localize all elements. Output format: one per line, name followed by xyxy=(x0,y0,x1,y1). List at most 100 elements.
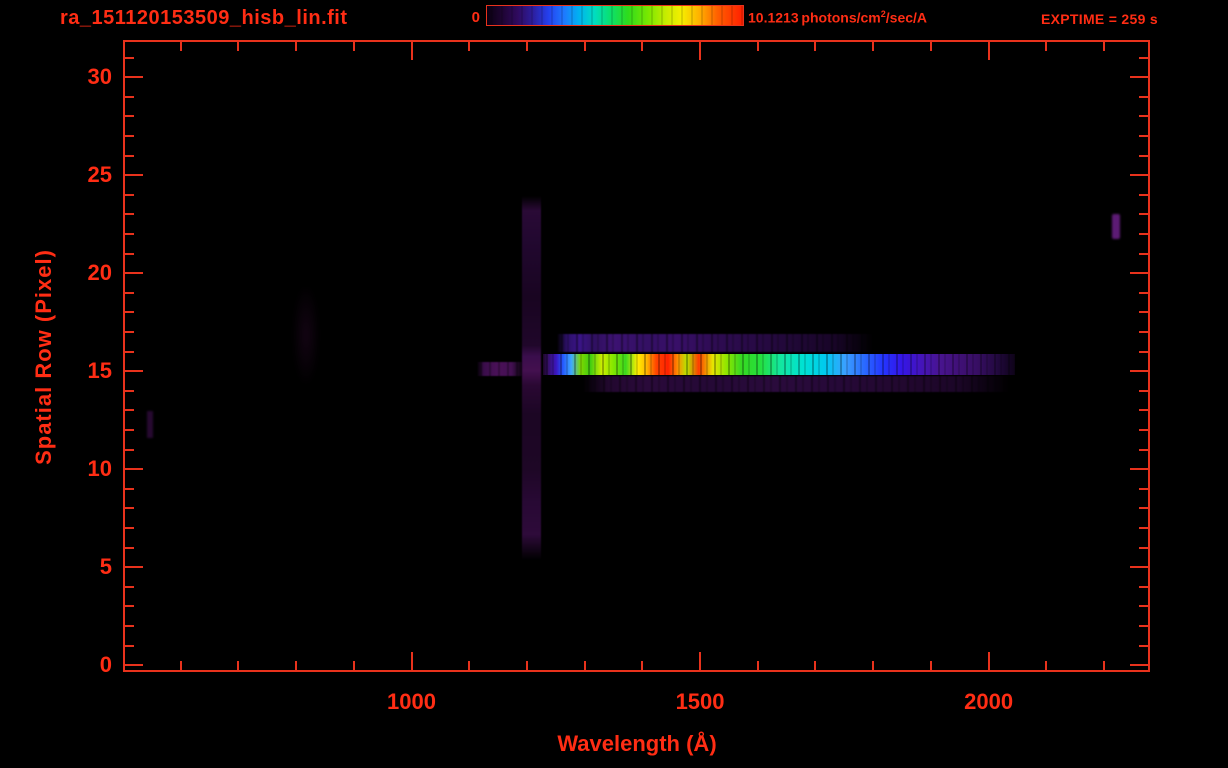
x-minor-tick-top xyxy=(929,42,932,51)
x-minor-tick-top xyxy=(756,42,759,51)
x-minor-tick-bottom xyxy=(583,661,586,670)
y-minor-tick-right xyxy=(1139,291,1148,294)
y-minor-tick-left xyxy=(125,291,134,294)
y-tick-label: 15 xyxy=(87,358,112,384)
y-minor-tick-left xyxy=(125,507,134,510)
y-minor-tick-right xyxy=(1139,331,1148,333)
x-minor-tick-top xyxy=(814,42,817,51)
y-major-tick-left xyxy=(125,174,143,177)
x-minor-tick-bottom xyxy=(1045,661,1048,670)
y-minor-tick-right xyxy=(1139,409,1148,412)
y-major-tick-left xyxy=(125,664,143,667)
x-minor-tick-top xyxy=(1103,42,1106,51)
x-minor-tick-bottom xyxy=(295,661,298,670)
x-major-tick-bottom xyxy=(987,652,990,670)
colorbar-max-value: 10.1213 xyxy=(748,9,799,26)
y-minor-tick-right xyxy=(1139,56,1148,59)
x-minor-tick-bottom xyxy=(352,661,355,670)
y-major-tick-right xyxy=(1130,664,1148,667)
x-minor-tick-bottom xyxy=(237,661,240,670)
y-minor-tick-left xyxy=(125,546,134,549)
colorbar-unit-exponent: 2 xyxy=(880,9,886,19)
y-minor-tick-left xyxy=(125,154,134,157)
y-minor-tick-left xyxy=(125,487,134,490)
y-minor-tick-left xyxy=(125,252,134,255)
y-major-tick-right xyxy=(1130,566,1148,569)
x-minor-tick-bottom xyxy=(872,661,875,670)
y-minor-tick-right xyxy=(1139,625,1148,627)
x-minor-tick-top xyxy=(352,42,355,51)
y-minor-tick-left xyxy=(125,585,134,588)
x-minor-tick-top xyxy=(525,42,528,51)
x-minor-tick-bottom xyxy=(1103,661,1106,670)
x-minor-tick-top xyxy=(872,42,875,51)
y-minor-tick-right xyxy=(1139,448,1148,451)
y-minor-tick-right xyxy=(1139,389,1148,392)
y-minor-tick-right xyxy=(1139,605,1148,608)
y-minor-tick-left xyxy=(125,409,134,412)
y-minor-tick-left xyxy=(125,311,134,314)
x-minor-tick-top xyxy=(1045,42,1048,51)
y-major-tick-right xyxy=(1130,76,1148,79)
x-minor-tick-bottom xyxy=(468,661,471,670)
y-major-tick-left xyxy=(125,566,143,569)
y-minor-tick-left xyxy=(125,95,134,98)
x-minor-tick-bottom xyxy=(814,661,817,670)
x-minor-tick-top xyxy=(468,42,471,51)
x-minor-tick-top xyxy=(179,42,182,51)
colorbar-min-label: 0 xyxy=(471,9,480,26)
y-minor-tick-right xyxy=(1139,95,1148,98)
x-tick-label: 2000 xyxy=(964,689,1014,714)
y-minor-tick-left xyxy=(125,527,134,529)
x-major-tick-top xyxy=(987,42,990,60)
y-minor-tick-left xyxy=(125,644,134,647)
y-minor-tick-right xyxy=(1139,585,1148,588)
colorbar-rainbow-gradient xyxy=(486,5,744,26)
lyman-alpha-airglow-column xyxy=(522,196,541,560)
colorbar-unit-suffix: /sec/A xyxy=(885,9,928,26)
primary-spectrum-trace xyxy=(543,354,1015,375)
y-minor-tick-left xyxy=(125,448,134,451)
y-minor-tick-right xyxy=(1139,429,1148,431)
y-tick-label: 20 xyxy=(87,260,112,286)
x-major-tick-top xyxy=(410,42,413,60)
y-minor-tick-right xyxy=(1139,507,1148,510)
x-minor-tick-bottom xyxy=(179,661,182,670)
x-minor-tick-bottom xyxy=(641,661,644,670)
x-tick-label: 1500 xyxy=(675,689,725,714)
plot-frame xyxy=(123,40,1150,672)
y-major-tick-left xyxy=(125,272,143,275)
y-minor-tick-right xyxy=(1139,311,1148,314)
x-minor-tick-top xyxy=(641,42,644,51)
y-minor-tick-right xyxy=(1139,233,1148,235)
x-minor-tick-top xyxy=(237,42,240,51)
y-minor-tick-right xyxy=(1139,115,1148,118)
y-minor-tick-left xyxy=(125,605,134,608)
x-axis-title: Wavelength (Å) xyxy=(557,731,717,756)
x-major-tick-bottom xyxy=(699,652,702,670)
y-minor-tick-right xyxy=(1139,252,1148,255)
right-edge-blob xyxy=(1112,214,1120,239)
pre-lya-trace-segment xyxy=(477,362,523,376)
x-minor-tick-bottom xyxy=(525,661,528,670)
exposure-time-label: EXPTIME = 259 s xyxy=(1041,11,1158,27)
y-minor-tick-left xyxy=(125,213,134,216)
y-major-tick-left xyxy=(125,76,143,79)
y-minor-tick-left xyxy=(125,389,134,392)
y-minor-tick-right xyxy=(1139,546,1148,549)
y-major-tick-right xyxy=(1130,174,1148,177)
x-minor-tick-bottom xyxy=(756,661,759,670)
x-minor-tick-bottom xyxy=(929,661,932,670)
y-minor-tick-left xyxy=(125,193,134,196)
y-tick-label: 25 xyxy=(87,162,112,188)
y-minor-tick-left xyxy=(125,625,134,627)
y-minor-tick-right xyxy=(1139,213,1148,216)
y-tick-label: 10 xyxy=(87,456,112,482)
y-major-tick-left xyxy=(125,370,143,373)
colorbar-unit-prefix: photons/cm xyxy=(801,9,881,26)
upper-secondary-band xyxy=(557,334,873,352)
x-major-tick-bottom xyxy=(410,652,413,670)
x-minor-tick-top xyxy=(295,42,298,51)
y-minor-tick-left xyxy=(125,56,134,59)
